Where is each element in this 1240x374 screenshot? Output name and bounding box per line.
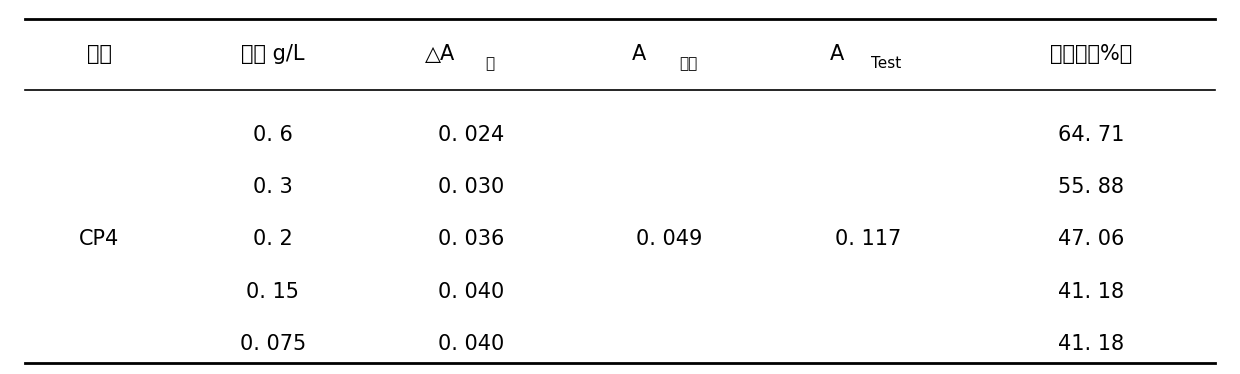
Text: 0. 040: 0. 040	[438, 282, 505, 302]
Text: 0. 049: 0. 049	[636, 229, 703, 249]
Text: 64. 71: 64. 71	[1058, 125, 1125, 145]
Text: 0. 2: 0. 2	[253, 229, 293, 249]
Text: 0. 036: 0. 036	[438, 229, 505, 249]
Text: A: A	[830, 44, 844, 64]
Text: 0. 3: 0. 3	[253, 177, 293, 197]
Text: 空白: 空白	[680, 56, 697, 71]
Text: 0. 15: 0. 15	[247, 282, 299, 302]
Text: 0. 030: 0. 030	[438, 177, 505, 197]
Text: Test: Test	[872, 56, 901, 71]
Text: 41. 18: 41. 18	[1058, 334, 1125, 354]
Text: 抑制率（%）: 抑制率（%）	[1050, 44, 1132, 64]
Text: A: A	[631, 44, 646, 64]
Text: 样: 样	[485, 56, 495, 71]
Text: 浓度 g/L: 浓度 g/L	[241, 44, 305, 64]
Text: 55. 88: 55. 88	[1058, 177, 1125, 197]
Text: 0. 024: 0. 024	[438, 125, 505, 145]
Text: 41. 18: 41. 18	[1058, 282, 1125, 302]
Text: 0. 075: 0. 075	[239, 334, 306, 354]
Text: CP4: CP4	[79, 229, 119, 249]
Text: 药品: 药品	[87, 44, 112, 64]
Text: 0. 6: 0. 6	[253, 125, 293, 145]
Text: 0. 040: 0. 040	[438, 334, 505, 354]
Text: 47. 06: 47. 06	[1058, 229, 1125, 249]
Text: 0. 117: 0. 117	[835, 229, 901, 249]
Text: △A: △A	[425, 44, 455, 64]
